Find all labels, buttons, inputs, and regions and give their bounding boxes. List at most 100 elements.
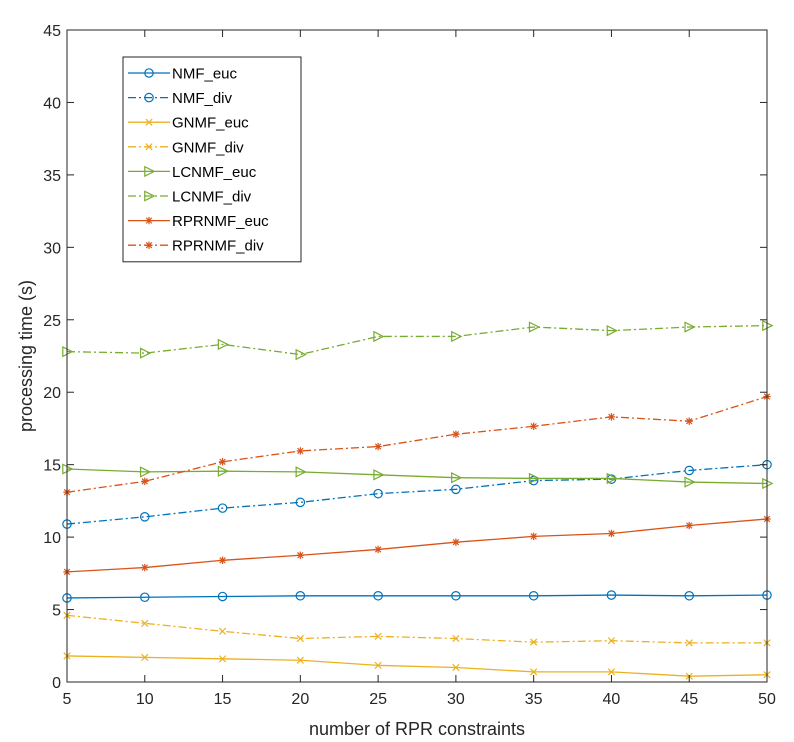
data-point-NMF_div-20 [295, 497, 306, 508]
data-point-NMF_euc-45 [684, 590, 695, 601]
legend-label: RPRNMF_euc [172, 213, 269, 230]
data-point-GNMF_div-40 [607, 637, 616, 645]
data-point-LCNMF_div-30 [451, 330, 463, 343]
legend-marker-GNMF_div [145, 143, 153, 151]
legend-label: RPRNMF_div [172, 238, 264, 255]
data-point-LCNMF_div-20 [295, 348, 307, 361]
data-point-GNMF_euc-30 [452, 663, 460, 672]
x-tick-label: 20 [291, 691, 309, 708]
legend-label: GNMF_euc [172, 115, 249, 132]
data-point-RPRNMF_euc-45 [685, 521, 693, 530]
y-tick-label: 40 [43, 95, 61, 112]
data-point-RPRNMF_div-25 [374, 442, 382, 451]
data-point-RPRNMF_euc-40 [607, 529, 616, 538]
legend-label: GNMF_div [172, 139, 244, 156]
data-point-RPRNMF_div-30 [452, 430, 460, 438]
data-point-RPRNMF_euc-30 [452, 538, 460, 546]
data-point-LCNMF_div-10 [139, 347, 152, 359]
x-tick-label: 5 [63, 691, 72, 708]
data-point-GNMF_euc-40 [607, 668, 616, 676]
data-point-NMF_euc-25 [373, 590, 383, 601]
data-point-RPRNMF_euc-20 [296, 551, 305, 559]
series-line-GNMF_euc [66, 655, 768, 677]
legend-label: NMF_euc [172, 66, 238, 83]
y-tick-label: 0 [52, 675, 61, 692]
legend-box [122, 56, 302, 263]
data-point-GNMF_div-30 [452, 634, 460, 643]
data-point-NMF_euc-30 [451, 590, 461, 601]
x-tick-label: 45 [680, 691, 698, 708]
data-point-RPRNMF_div-35 [529, 422, 538, 430]
x-tick-label: 15 [214, 691, 232, 708]
x-tick-label: 25 [369, 691, 387, 708]
legend-marker-RPRNMF_euc [145, 216, 153, 225]
data-point-LCNMF_div-40 [606, 324, 618, 337]
data-point-GNMF_euc-25 [374, 661, 382, 669]
legend-item-NMF_div: NMF_div [128, 90, 233, 107]
data-point-GNMF_euc-20 [296, 656, 304, 664]
legend-marker-LCNMF_euc [144, 165, 156, 178]
data-point-LCNMF_euc-40 [606, 472, 618, 485]
data-point-NMF_div-15 [217, 503, 228, 513]
data-point-RPRNMF_div-15 [218, 458, 227, 466]
legend-item-RPRNMF_euc: RPRNMF_euc [128, 213, 269, 230]
x-tick-label: 50 [758, 691, 776, 708]
data-point-LCNMF_euc-45 [684, 476, 696, 488]
data-point-NMF_euc-10 [139, 592, 150, 603]
series-line-GNMF_div [66, 614, 767, 644]
y-tick-label: 45 [43, 23, 61, 40]
data-point-LCNMF_div-45 [684, 321, 696, 333]
y-tick-label: 30 [43, 240, 61, 257]
data-point-LCNMF_div-25 [373, 330, 385, 343]
legend-item-RPRNMF_div: RPRNMF_div [128, 238, 264, 255]
series-LCNMF_div [62, 319, 774, 361]
data-point-LCNMF_euc-25 [373, 469, 385, 481]
data-point-GNMF_euc-15 [218, 655, 227, 663]
data-point-NMF_euc-15 [217, 591, 228, 602]
data-point-GNMF_div-10 [141, 619, 149, 627]
legend-item-LCNMF_euc: LCNMF_euc [128, 164, 257, 181]
x-tick-label: 40 [603, 691, 621, 708]
data-point-RPRNMF_div-20 [296, 447, 305, 455]
x-tick-label: 10 [136, 691, 154, 708]
y-tick-label: 15 [43, 458, 61, 475]
data-point-NMF_div-10 [139, 512, 150, 522]
x-tick-label: 35 [525, 691, 543, 708]
x-tick-label: 30 [447, 691, 465, 708]
data-point-RPRNMF_euc-10 [141, 563, 149, 572]
data-point-RPRNMF_euc-25 [374, 545, 382, 554]
data-point-NMF_euc-40 [606, 590, 617, 600]
legend-marker-GNMF_euc [145, 118, 153, 126]
data-point-LCNMF_euc-20 [295, 466, 307, 478]
legend: NMF_euc NMF_div GNMF_euc GNMF_div LCNMF_euc L… [122, 56, 302, 263]
data-point-LCNMF_euc-10 [139, 466, 152, 478]
data-point-GNMF_div-15 [218, 627, 227, 635]
data-point-LCNMF_div-15 [217, 338, 230, 351]
data-point-RPRNMF_div-45 [685, 417, 693, 425]
data-point-GNMF_div-45 [685, 639, 693, 647]
data-point-NMF_div-45 [684, 465, 695, 476]
data-point-GNMF_div-35 [530, 638, 538, 646]
legend-label: LCNMF_euc [172, 164, 257, 181]
series-line-NMF_div [66, 464, 768, 525]
legend-item-NMF_euc: NMF_euc [128, 66, 238, 83]
y-tick-label: 10 [43, 530, 61, 547]
data-point-GNMF_euc-10 [141, 653, 149, 661]
legend-marker-NMF_div [144, 92, 154, 103]
data-point-RPRNMF_euc-15 [218, 556, 227, 564]
axes-box [66, 29, 768, 683]
series-line-LCNMF_div [66, 324, 768, 356]
legend-item-LCNMF_div: LCNMF_div [128, 189, 252, 206]
y-axis-label: processing time (s) [16, 280, 36, 432]
series-GNMF_div [63, 611, 771, 647]
data-point-RPRNMF_div-40 [607, 413, 616, 421]
x-axis-label: number of RPR constraints [309, 719, 525, 739]
y-tick-label: 20 [43, 385, 61, 402]
y-tick-label: 35 [43, 168, 61, 185]
legend-item-GNMF_div: GNMF_div [128, 139, 244, 156]
data-point-LCNMF_euc-15 [217, 465, 230, 477]
data-point-GNMF_div-20 [296, 634, 304, 643]
data-point-NMF_div-30 [451, 484, 461, 495]
legend-marker-NMF_euc [144, 68, 154, 78]
